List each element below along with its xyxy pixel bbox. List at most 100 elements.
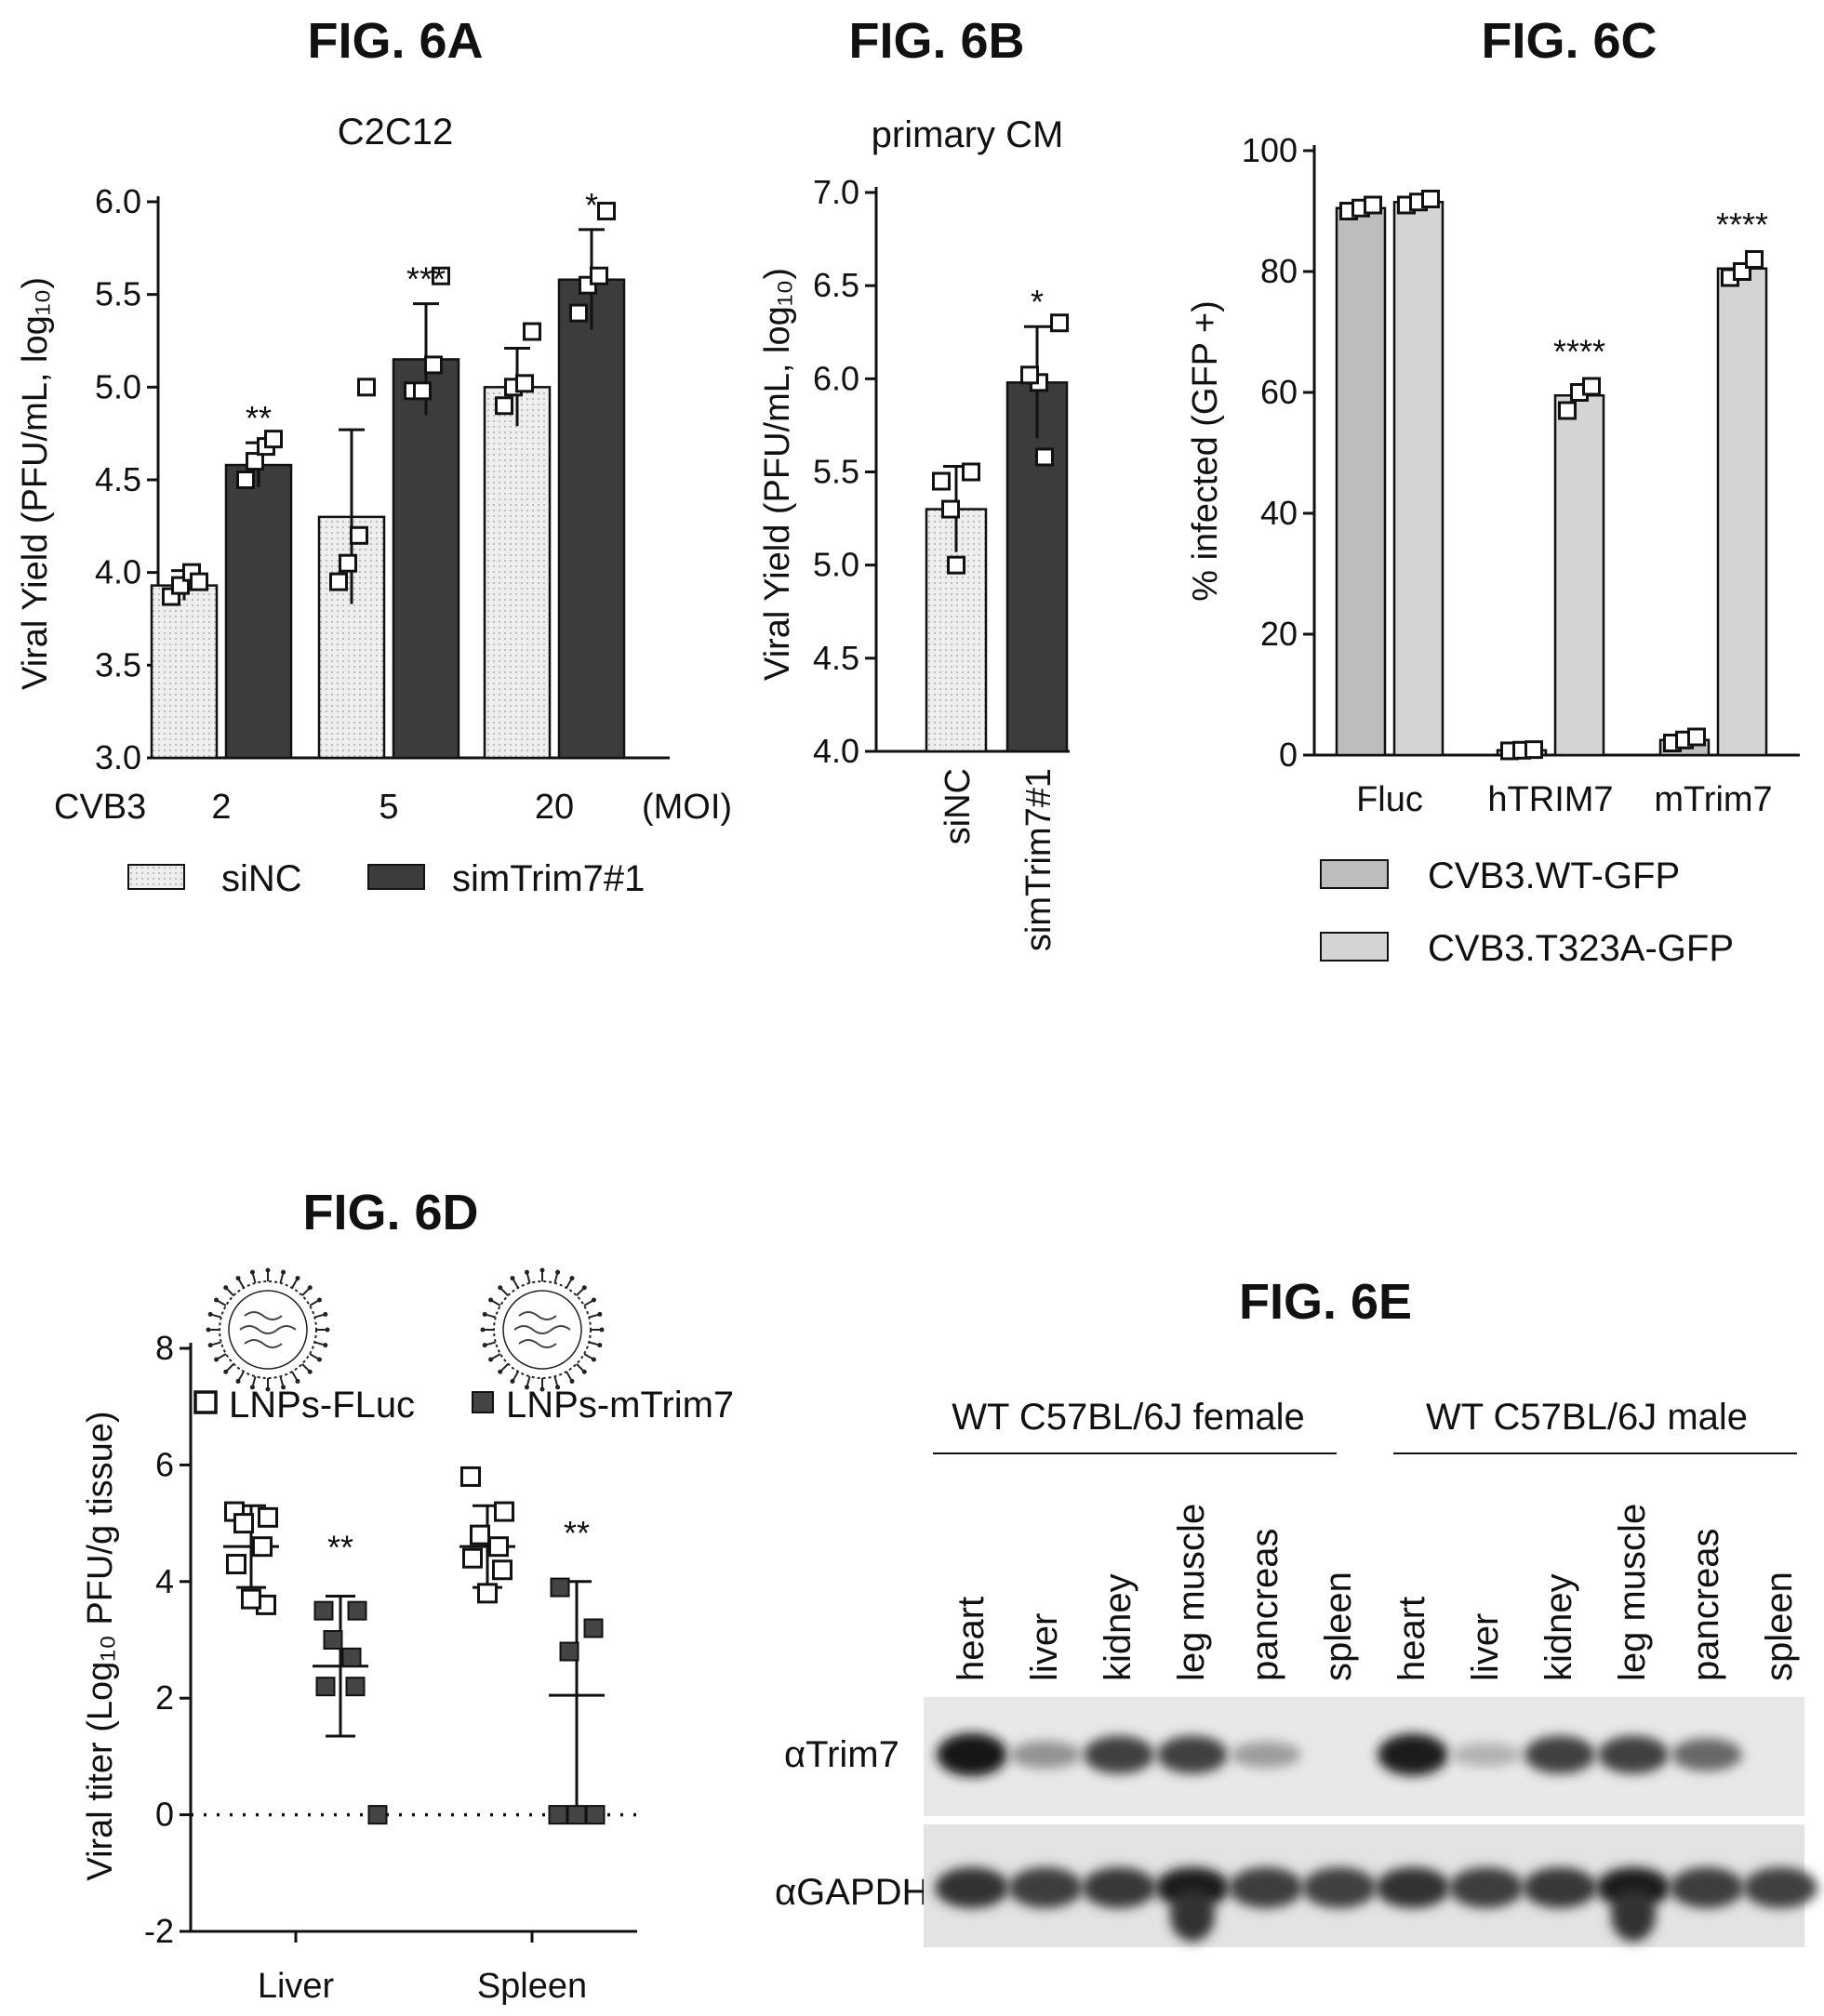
lnp-spike-tip [235, 1378, 241, 1384]
data-point [357, 378, 376, 397]
y-axis-label: Viral Yield (PFU/mL, log₁₀) [758, 268, 797, 681]
blot-band-gapdh [1376, 1867, 1450, 1908]
lnp-spike [251, 1273, 257, 1284]
x-tick-label: Spleen [477, 1967, 587, 2006]
blot-lane-label: heart [951, 1597, 992, 1681]
legend-label-t323a: CVB3.T323A-GFP [1428, 928, 1734, 969]
legend-label-fluc: LNPs-FLuc [229, 1385, 415, 1426]
blot-band-gapdh [1155, 1867, 1230, 1908]
chart-title: primary CM [872, 114, 1064, 155]
y-tick-label: 3.0 [95, 738, 141, 776]
data-point [462, 1547, 483, 1569]
lnp-spike [566, 1279, 572, 1289]
lnp-spike [588, 1313, 599, 1319]
blot-band-gapdh [1008, 1867, 1083, 1908]
blot-band-trim7 [1231, 1741, 1301, 1769]
legend-swatch-sinc [127, 864, 185, 890]
lnp-spike [491, 1300, 501, 1306]
lnp-spike-tip [524, 1385, 529, 1390]
data-point [1558, 401, 1577, 420]
data-point [523, 322, 541, 341]
lnp-spike [226, 1288, 234, 1296]
legend-swatch-fluc [193, 1390, 218, 1414]
y-tick-label: 100 [1242, 131, 1298, 169]
panel-6d-chart: Viral titer (Log₁₀ PFU/g tissue) LNPs-FL… [81, 1267, 734, 2006]
data-point [583, 1618, 604, 1638]
fig-6d-label: FIG. 6D [302, 1185, 478, 1240]
lnp-spike-tip [265, 1386, 271, 1392]
data-point [1524, 740, 1543, 760]
lnp-spike-tip [539, 1267, 545, 1273]
lnp-spike-tip [307, 1369, 313, 1374]
fig-6a-label: FIG. 6A [307, 13, 483, 69]
lnp-spike-tip [307, 1285, 313, 1291]
data-point [585, 1805, 606, 1825]
bar [1335, 206, 1387, 757]
blot-lane-label: leg muscle [1612, 1504, 1653, 1681]
data-point [233, 1513, 254, 1534]
y-tick-label: 60 [1260, 373, 1298, 411]
data-point [432, 266, 450, 285]
lnp-spike-tip [207, 1343, 213, 1348]
lnp-spike [238, 1371, 245, 1381]
lnp-spike-tip [488, 1297, 494, 1303]
data-point [550, 1577, 570, 1598]
blot-band-gapdh [1229, 1867, 1303, 1908]
y-tick-label: 7.0 [813, 173, 859, 211]
blot-band-gapdh [1082, 1867, 1156, 1908]
lnp-spike [513, 1371, 519, 1381]
lnp-spike [211, 1341, 222, 1346]
lnp-spike [500, 1288, 509, 1296]
data-point [329, 572, 348, 591]
data-point [264, 430, 283, 449]
lnp-spike [583, 1353, 593, 1359]
blot-lane-label: spleen [1759, 1572, 1800, 1681]
y-tick-label: 3.5 [95, 645, 141, 683]
bar [483, 386, 552, 760]
x-axis-prefix: CVB3 [54, 788, 146, 827]
lnp-spike-tip [223, 1369, 229, 1374]
data-point [1364, 195, 1382, 215]
lnp-spike [526, 1375, 531, 1386]
lnp-spike [301, 1288, 310, 1296]
blot-band-trim7 [1010, 1741, 1081, 1769]
legend-label-wt: CVB3.WT-GFP [1428, 855, 1680, 896]
lnp-spike-tip [591, 1297, 596, 1303]
lnp-spike-tip [581, 1369, 587, 1374]
lnp-spike [576, 1363, 584, 1372]
data-point [494, 1501, 514, 1522]
lnp-spike-tip [555, 1269, 561, 1275]
blot-lane-label: kidney [1098, 1573, 1138, 1681]
lnp-spike-tip [323, 1311, 328, 1317]
blot-row-trim7-label: αTrim7 [784, 1734, 899, 1775]
x-tick-label: Fluc [1356, 780, 1423, 819]
lnp-spike [211, 1313, 222, 1319]
fig-6c-label: FIG. 6C [1481, 13, 1657, 69]
blot-lane-label: leg muscle [1171, 1504, 1212, 1681]
y-tick-label: 6.0 [95, 182, 141, 220]
y-tick-label: 0 [155, 1796, 174, 1834]
lnp-spike-tip [295, 1276, 300, 1281]
lnp-spike-tip [206, 1327, 211, 1333]
y-axis-label: Viral Yield (PFU/mL, log₁₀) [16, 277, 55, 690]
lnp-spike-tip [207, 1311, 213, 1317]
lnp-spike-tip [488, 1357, 494, 1362]
data-point [477, 1583, 498, 1604]
data-point [313, 1600, 334, 1621]
data-point [548, 1805, 568, 1825]
y-tick-label: 2 [155, 1678, 174, 1717]
lnp-spike [500, 1363, 509, 1372]
blot-band-gapdh [1523, 1867, 1597, 1908]
lnp-spike-tip [325, 1327, 330, 1333]
lnp-spike-tip [281, 1385, 286, 1390]
legend-swatch-wt [1320, 859, 1389, 889]
blot-lane-label: pancreas [1245, 1528, 1285, 1681]
panel-6a-chart: C2C12 Viral Yield (PFU/mL, log₁₀) CVB3 (… [16, 112, 732, 899]
lnp-spike [491, 1353, 501, 1359]
y-tick-label: 5.0 [95, 367, 141, 405]
data-point [1745, 250, 1764, 269]
data-point [569, 303, 588, 323]
bar [1392, 201, 1445, 757]
data-point [597, 201, 616, 220]
legend-swatch-simtrim7 [367, 864, 425, 890]
